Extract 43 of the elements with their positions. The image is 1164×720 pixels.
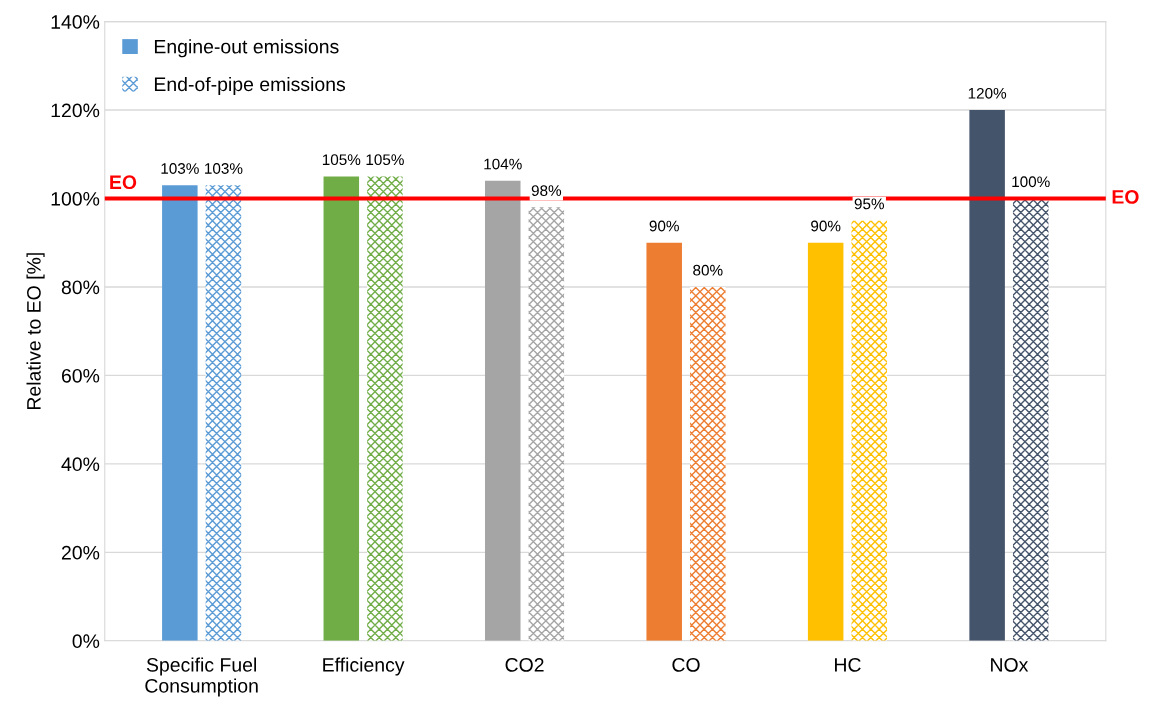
text: EO: [110, 175, 137, 190]
x-tick-label: Specific Fuel Consumption: [145, 657, 258, 697]
data-label: 120%: [968, 87, 1007, 99]
legend-label: End-of-pipe emissions: [154, 76, 346, 95]
bar: [1012, 198, 1049, 641]
x-tick-label: CO: [672, 657, 700, 672]
y-axis-title: Relative to EO [%]: [26, 253, 45, 410]
bar: [646, 242, 682, 641]
bar: [323, 176, 360, 641]
bar: [851, 220, 888, 641]
bar: [484, 180, 521, 641]
data-label: 103%: [205, 163, 243, 174]
data-label: 90%: [649, 220, 679, 232]
bar: [162, 185, 198, 641]
y-tick-label: 0%: [72, 634, 100, 649]
bar: [528, 207, 565, 641]
data-label: 105%: [322, 154, 361, 166]
legend-label: Engine-out emissions: [154, 39, 339, 58]
data-label: 103%: [161, 163, 199, 174]
y-tick-label: 60%: [61, 368, 100, 383]
y-tick-label: 100%: [51, 191, 100, 206]
data-label: 98%: [531, 185, 562, 197]
x-tick-label: Efficiency: [323, 657, 405, 676]
data-label: 90%: [811, 220, 841, 232]
data-label: 104%: [484, 158, 522, 170]
x-tick-label: CO2: [505, 657, 544, 672]
bar: [807, 242, 844, 641]
bar: [205, 185, 242, 641]
x-tick-label: NOx: [991, 657, 1029, 672]
data-label: 80%: [693, 264, 723, 276]
bar: [690, 286, 726, 641]
ref-line-label: EO: [1112, 189, 1139, 204]
data-label: 95%: [854, 198, 885, 210]
y-tick-label: 20%: [61, 545, 100, 560]
data-label: 105%: [366, 154, 404, 166]
x-tick-label: HC: [835, 657, 861, 672]
bar: [367, 176, 403, 641]
y-tick-label: 80%: [61, 280, 100, 295]
y-tick-label: 120%: [51, 103, 100, 118]
bar: [969, 110, 1005, 641]
data-label: 100%: [1012, 176, 1050, 188]
y-tick-label: 40%: [61, 457, 100, 472]
y-tick-label: 140%: [51, 15, 100, 29]
